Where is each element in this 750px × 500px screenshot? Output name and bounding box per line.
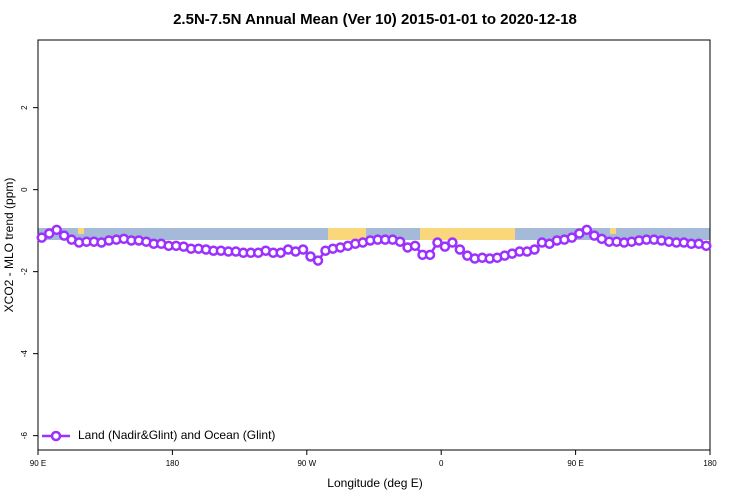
series-point	[432, 237, 443, 248]
legend-marker	[50, 430, 62, 442]
series-point	[36, 232, 47, 243]
series-point	[424, 249, 436, 261]
y-axis-label: XCO2 - MLO trend (ppm)	[2, 178, 16, 313]
series-point	[581, 224, 593, 236]
x-tick-label: 90 E	[30, 459, 46, 468]
series-point	[51, 224, 62, 236]
series-point	[439, 241, 451, 252]
y-tick-label: -2	[20, 268, 29, 276]
series-point	[529, 244, 540, 255]
series-point	[409, 240, 421, 252]
series-point	[454, 244, 466, 255]
series-point	[447, 237, 458, 248]
series-point	[701, 240, 712, 252]
series-point	[566, 232, 578, 243]
x-tick-label: 90 W	[297, 459, 316, 468]
y-tick-label: -4	[20, 350, 29, 358]
legend-label: Land (Nadir&Glint) and Ocean (Glint)	[78, 428, 275, 442]
x-tick-label: 180	[703, 459, 717, 468]
land-ocean-strip	[38, 228, 710, 240]
series-point	[305, 251, 316, 262]
x-axis-label: Longitude (deg E)	[327, 476, 422, 490]
y-tick-label: 0	[20, 187, 29, 192]
chart-title: 2.5N-7.5N Annual Mean (Ver 10) 2015-01-0…	[173, 11, 577, 28]
series-point	[394, 236, 406, 247]
series-point	[58, 230, 70, 241]
x-tick-label: 90 E	[567, 459, 583, 468]
series-point	[297, 244, 309, 255]
y-tick-label: 2	[20, 105, 29, 110]
x-tick-label: 0	[439, 459, 444, 468]
x-tick-label: 180	[166, 459, 180, 468]
series-point	[312, 255, 324, 266]
y-tick-label: -6	[20, 432, 29, 440]
